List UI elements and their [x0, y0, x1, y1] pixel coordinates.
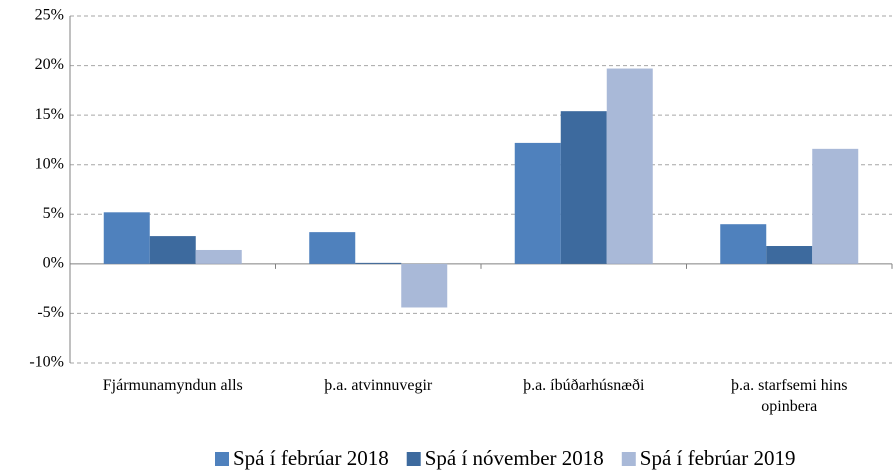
legend-swatch	[215, 452, 229, 466]
y-tick-label: -5%	[37, 304, 64, 321]
bar	[103, 212, 150, 264]
bar	[149, 236, 196, 264]
bar	[514, 142, 561, 264]
legend-label: Spá í febrúar 2019	[640, 446, 796, 470]
x-tick-label: þ.a. starfsemi hins opinbera	[731, 377, 848, 415]
bar	[309, 232, 356, 264]
bar	[606, 68, 653, 264]
y-tick-label: -10%	[29, 354, 64, 371]
legend-swatch	[621, 452, 636, 466]
bar	[401, 263, 448, 308]
y-tick-label: 5%	[43, 205, 64, 222]
x-tick-label-box: þ.a. atvinnuvegir	[324, 377, 433, 394]
x-tick-label-box: Fjármunamyndun alls	[102, 377, 243, 394]
y-tick-label: 0%	[43, 255, 64, 272]
bar	[355, 262, 402, 264]
x-tick-label: þ.a. íbúðarhúsnæði	[523, 377, 645, 394]
y-tick-label: 15%	[35, 106, 64, 123]
x-tick-label: þ.a. atvinnuvegir	[324, 377, 433, 394]
x-tick-label-box: þ.a. starfsemi hins opinbera	[731, 377, 848, 415]
legend-swatch	[406, 452, 421, 466]
x-tick-label-box: þ.a. íbúðarhúsnæði	[523, 377, 645, 394]
bar	[812, 148, 859, 264]
y-tick-label: 10%	[35, 155, 64, 172]
y-tick-label: 25%	[35, 7, 64, 24]
y-tick-label: 20%	[35, 56, 64, 73]
bar	[560, 111, 607, 264]
bar	[766, 246, 813, 264]
bar	[195, 249, 242, 264]
legend-label: Spá í nóvember 2018	[425, 446, 604, 470]
legend-label: Spá í febrúar 2018	[233, 446, 389, 470]
x-tick-label: Fjármunamyndun alls	[102, 377, 243, 394]
bar	[720, 224, 767, 264]
